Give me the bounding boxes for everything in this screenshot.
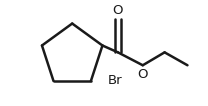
- Text: O: O: [113, 4, 123, 17]
- Text: Br: Br: [108, 74, 122, 87]
- Text: O: O: [137, 68, 148, 81]
